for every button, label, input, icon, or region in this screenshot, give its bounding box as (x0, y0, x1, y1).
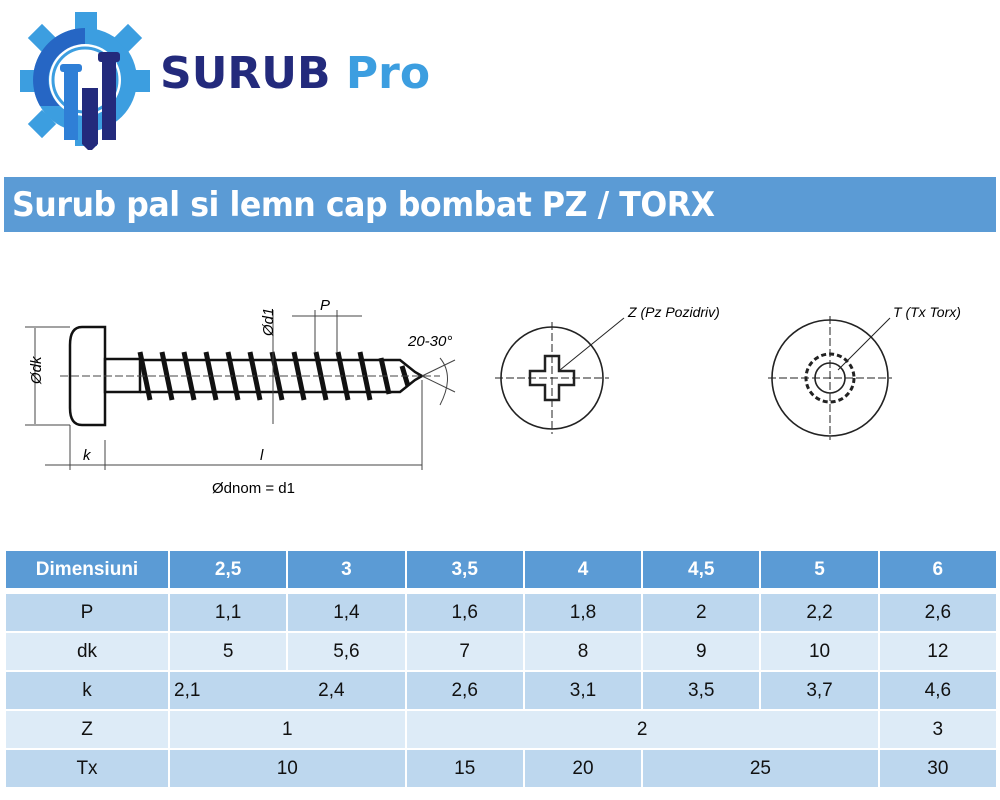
header-cell: 3 (286, 549, 407, 590)
table-row: k 2,1 2,4 2,6 3,1 3,5 3,7 4,6 (4, 670, 999, 711)
cell: 25 (641, 748, 880, 789)
cell: 1,8 (522, 592, 644, 633)
cell: 3,1 (522, 670, 644, 711)
cell: 5 (167, 631, 289, 672)
cell: 7 (404, 631, 525, 672)
row-label: Z (4, 709, 170, 750)
merged-cell: 2,1 2,4 (168, 670, 407, 711)
cell: 1,4 (286, 592, 407, 633)
row-label: k (4, 670, 170, 711)
cell: 2 (404, 709, 880, 750)
cell: 12 (877, 631, 999, 672)
brand-name: SURUB Pro (160, 48, 430, 99)
gear-screws-icon (20, 12, 150, 150)
header-cell: 3,5 (404, 549, 525, 590)
dk-label: Ødk (28, 355, 45, 385)
cell: 5,6 (286, 631, 407, 672)
table-header-row: Dimensiuni 2,5 3 3,5 4 4,5 5 6 (4, 549, 999, 590)
header-cell: 4,5 (641, 549, 762, 590)
cell: 2,4 (318, 679, 345, 701)
torx-label: T (Tx Torx) (893, 304, 961, 320)
cell: 3 (877, 709, 999, 750)
length-label: l (260, 447, 264, 464)
dnom-label: Ødnom = d1 (212, 480, 295, 497)
pozidriv-label: Z (Pz Pozidriv) (627, 304, 720, 320)
page-title: Surub pal si lemn cap bombat PZ / TORX (12, 185, 715, 225)
brand-secondary: Pro (345, 48, 431, 99)
pitch-label: P (320, 297, 330, 314)
cell: 1,1 (167, 592, 289, 633)
row-label: dk (4, 631, 170, 672)
row-label: P (4, 592, 170, 633)
screw-drawing: Ødk Ød1 P 20-30° k l Ødnom = d1 Z (Pz Po… (25, 297, 961, 497)
angle-label: 20-30° (407, 333, 452, 350)
cell: 1,6 (404, 592, 525, 633)
k-label: k (83, 447, 92, 464)
table-row: dk 5 5,6 7 8 9 10 12 (4, 631, 999, 672)
table-row: P 1,1 1,4 1,6 1,8 2 2,2 2,6 (4, 592, 999, 633)
cell: 2 (641, 592, 762, 633)
cell: 8 (522, 631, 644, 672)
header-cell: 6 (877, 549, 999, 590)
cell: 1 (168, 709, 407, 750)
title-bar: Surub pal si lemn cap bombat PZ / TORX (4, 177, 996, 232)
header-cell: 5 (759, 549, 880, 590)
cell: 30 (877, 748, 999, 789)
cell: 9 (641, 631, 762, 672)
cell: 15 (404, 748, 525, 789)
cell: 3,7 (759, 670, 880, 711)
cell: 2,2 (759, 592, 880, 633)
cell: 2,1 (174, 679, 201, 701)
cell: 3,5 (641, 670, 762, 711)
cell: 10 (759, 631, 880, 672)
header-cell: 2,5 (167, 549, 289, 590)
torx-icon (768, 316, 892, 440)
d1-label: Ød1 (260, 308, 277, 337)
cell: 2,6 (877, 592, 999, 633)
pozidriv-icon (495, 317, 625, 434)
dimensions-table: Dimensiuni 2,5 3 3,5 4 4,5 5 6 P 1,1 1,4… (4, 549, 999, 789)
header-cell: 4 (522, 549, 644, 590)
brand-primary: SURUB (160, 48, 331, 99)
table-row: Z 1 2 3 (4, 709, 999, 750)
cell: 10 (168, 748, 407, 789)
cell: 4,6 (877, 670, 999, 711)
header-cell: Dimensiuni (4, 549, 170, 590)
table-row: Tx 10 15 20 25 30 (4, 748, 999, 789)
cell: 20 (522, 748, 644, 789)
cell: 2,6 (404, 670, 525, 711)
row-label: Tx (4, 748, 170, 789)
